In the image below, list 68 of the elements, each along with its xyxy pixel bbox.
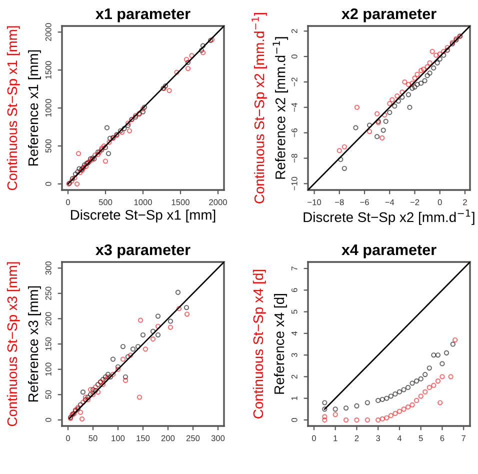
x-tick-label: 100 [112, 435, 125, 442]
x-tick-label: 2 [354, 435, 359, 442]
y-tick-label: 300 [45, 261, 52, 275]
y-tick-label: 0 [45, 182, 52, 186]
y-tick-label: 0 [291, 418, 298, 422]
y-tick-label: 2 [291, 29, 298, 33]
text: Reference x3 [mm] [28, 286, 41, 402]
x-tick-label: 6 [440, 435, 444, 442]
y-tick-label: 5 [292, 310, 298, 314]
chart-title: x2 parameter [342, 8, 436, 22]
y-tick-label: 0 [291, 54, 298, 59]
y-tick-label: 500 [45, 139, 52, 153]
y-tick-label: −2 [291, 78, 298, 86]
x-tick-label: 0 [66, 435, 70, 442]
y-tick-label: 250 [45, 286, 52, 300]
x-tick-label: 500 [98, 199, 112, 206]
text: Continuous St−Sp x2 [mm.d$^{−1}$] [252, 13, 267, 204]
chart-title: x4 parameter [342, 244, 436, 258]
y-tick-label: −4 [292, 102, 298, 112]
chart-title: x3 parameter [96, 244, 190, 258]
text: Continuous St−Sp x4 [d] [252, 270, 266, 418]
x-tick-label: 1000 [134, 199, 152, 206]
x-tick-label: 200 [161, 435, 175, 442]
x-tick-label: −2 [410, 199, 420, 206]
text: Reference x2 [mm.d$^{−1}$] [272, 37, 288, 179]
y-tick-label: 2 [291, 374, 298, 379]
x-tick-label: 150 [136, 435, 150, 442]
x-tick-label: 250 [186, 435, 200, 442]
y-tick-label: 200 [45, 312, 52, 326]
x-tick-label: 3 [376, 435, 380, 442]
y-tick-label: 1000 [45, 99, 52, 117]
y-tick-label: 100 [45, 362, 52, 376]
text: Reference x4 [d] [274, 294, 287, 394]
x-tick-label: −6 [360, 199, 369, 206]
text: Continuous St−Sp x3 [mm] [6, 262, 20, 426]
y-tick-label: 150 [45, 337, 52, 350]
y-tick-label: 7 [292, 266, 298, 270]
y-tick-label: −6 [291, 128, 298, 138]
y-tick-label: 6 [291, 288, 298, 292]
x-tick-label: 1 [334, 435, 338, 442]
y-tick-label: 0 [45, 418, 52, 422]
x-tick-label: 2 [463, 199, 467, 206]
y-tick-label: 3 [291, 353, 298, 358]
x-tick-label: −10 [308, 199, 322, 206]
chart-title: x1 parameter [96, 8, 190, 22]
x-tick-label: 4 [397, 435, 402, 442]
x-tick-label: 0 [438, 199, 442, 206]
y-tick-label: 1500 [45, 61, 52, 79]
x-tick-label: 7 [462, 435, 466, 442]
y-tick-label: 4 [292, 331, 298, 336]
y-tick-label: 50 [45, 390, 52, 399]
y-tick-label: 1 [292, 396, 298, 400]
x-tick-label: 300 [211, 435, 225, 442]
y-tick-label: −8 [291, 154, 298, 163]
x-tick-label: 50 [88, 435, 98, 442]
x-tick-label: −4 [385, 199, 394, 206]
x-tick-label: 5 [418, 435, 423, 442]
x-tick-label: 1500 [172, 199, 190, 206]
x-tick-label: −8 [335, 199, 344, 206]
x-tick-label: 0 [66, 199, 70, 206]
x-axis-title: Discrete St−Sp x1 [mm] [71, 210, 216, 223]
y-tick-label: 2000 [45, 23, 52, 41]
y-tick-label: −10 [291, 176, 298, 190]
x-tick-label: 2000 [209, 199, 227, 206]
text: Continuous St−Sp x1 [mm] [6, 26, 20, 190]
x-axis-title: Discrete St−Sp x2 [mm.d$^{−1}$] [304, 210, 474, 225]
x-tick-label: 0 [312, 435, 316, 442]
text: Reference x1 [mm] [28, 50, 41, 166]
